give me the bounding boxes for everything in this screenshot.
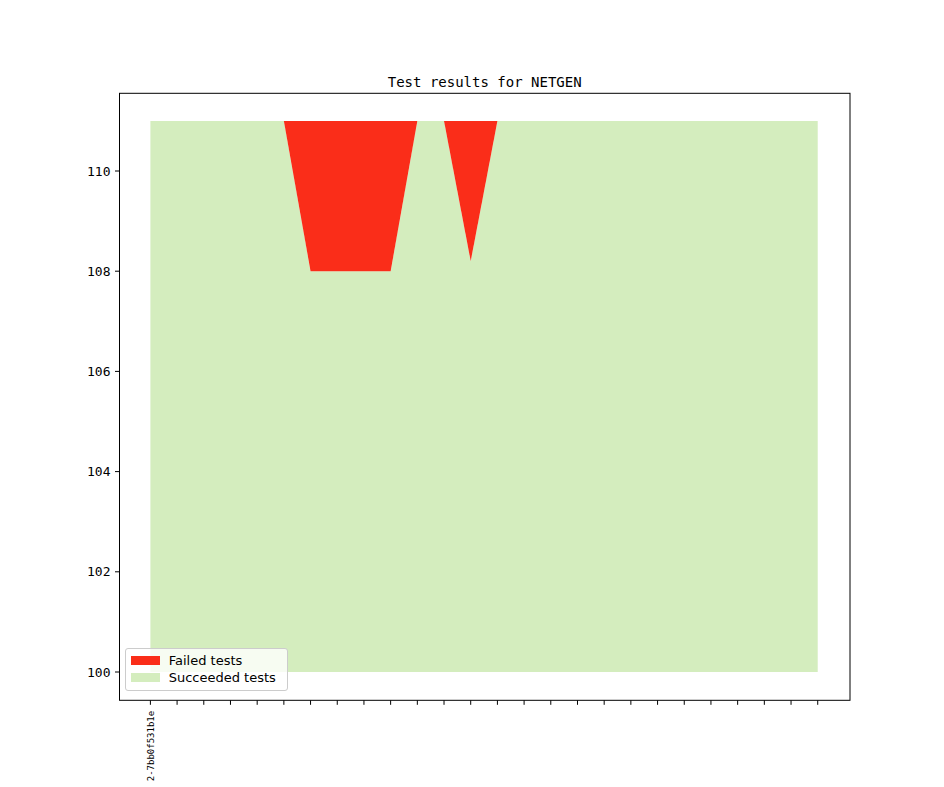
legend-item-failed: Failed tests	[126, 652, 287, 669]
y-axis-ticks: 100 102 104 106 108 110	[87, 164, 119, 680]
legend-label-succeeded: Succeeded tests	[169, 670, 276, 685]
failed-swatch	[131, 656, 160, 665]
succeeded-swatch	[131, 673, 160, 682]
x-axis-ticks	[150, 700, 817, 705]
y-tick-label: 108	[87, 264, 110, 279]
x-tick-label: 2-7bb0f531b1e	[146, 711, 156, 781]
figure: 100 102 104 106 108 110 Test results for NETG…	[0, 0, 944, 787]
y-tick-label: 100	[87, 665, 110, 680]
y-tick-label: 104	[87, 464, 111, 479]
succeeded-area	[150, 121, 817, 672]
legend-item-succeeded: Succeeded tests	[126, 669, 287, 686]
chart-title: Test results for NETGEN	[388, 74, 582, 90]
legend-label-failed: Failed tests	[169, 653, 243, 668]
y-tick-label: 106	[87, 364, 110, 379]
legend: Failed tests Succeeded tests	[125, 648, 288, 691]
y-tick-label: 102	[87, 564, 110, 579]
y-tick-label: 110	[87, 164, 110, 179]
area-series	[150, 121, 817, 672]
